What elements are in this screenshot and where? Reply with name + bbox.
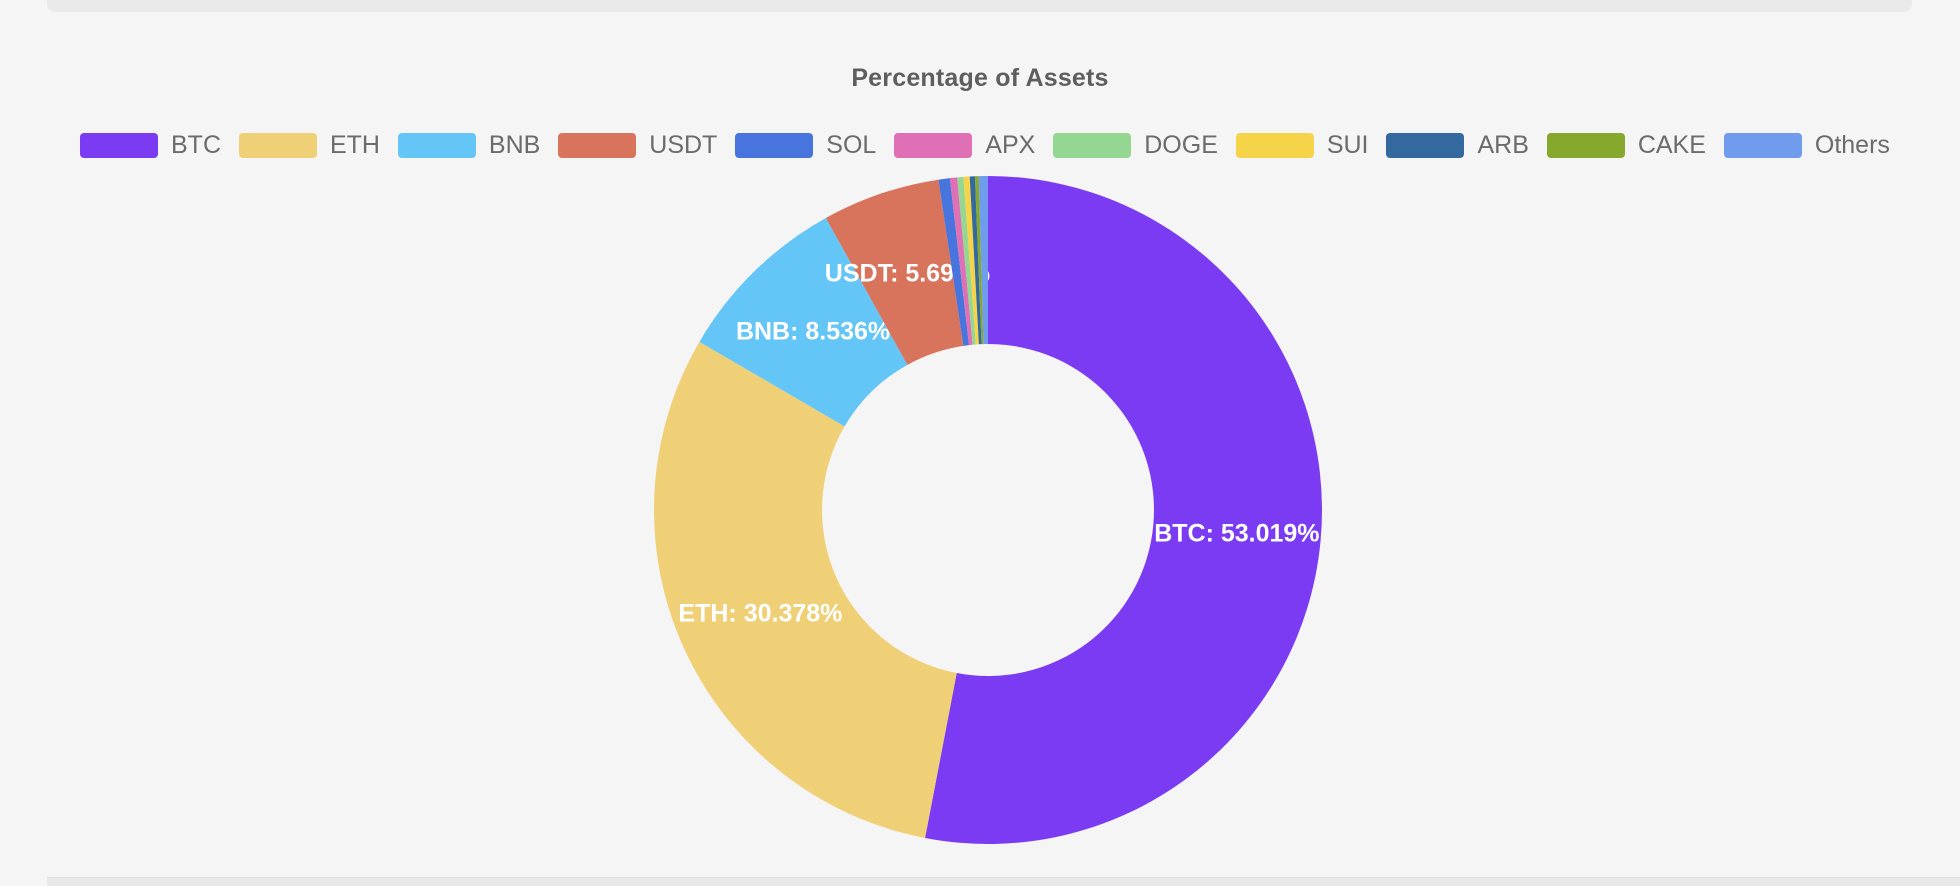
legend-swatch-arb	[1386, 133, 1465, 158]
legend-item-arb[interactable]: ARB	[1386, 131, 1529, 159]
legend-label-apx: APX	[985, 131, 1036, 159]
top-edge-strip	[47, 0, 1912, 12]
pie-slice-doge[interactable]	[957, 176, 976, 345]
legend-item-bnb[interactable]: BNB	[397, 131, 541, 159]
legend-item-doge[interactable]: DOGE	[1053, 133, 1218, 158]
legend-label-sui: SUI	[1326, 131, 1369, 159]
chart-legend: BTC ETH BNB USDT SOL APX DOGE SUI ARB CAKE Others	[80, 133, 1890, 158]
legend-item-sol[interactable]: SOL	[735, 133, 876, 158]
legend-label-others: Others	[1814, 131, 1890, 159]
legend-item-apx[interactable]: APX	[894, 133, 1035, 158]
legend-item-others[interactable]: Others	[1723, 131, 1890, 159]
legend-swatch-others	[1723, 133, 1802, 158]
legend-label-doge: DOGE	[1144, 131, 1218, 159]
legend-swatch-doge	[1053, 133, 1132, 158]
legend-swatch-sol	[735, 133, 814, 158]
legend-label-arb: ARB	[1477, 131, 1529, 159]
pie-slice-apx[interactable]	[949, 177, 973, 346]
pie-slice-usdt[interactable]	[825, 179, 964, 365]
legend-swatch-bnb	[397, 133, 476, 158]
legend-item-usdt[interactable]: USDT	[558, 133, 717, 158]
pie-slice-others[interactable]	[978, 176, 988, 345]
legend-label-cake: CAKE	[1637, 131, 1706, 159]
legend-label-btc: BTC	[171, 131, 221, 159]
chart-title: Percentage of Assets	[851, 64, 1109, 92]
pie-slice-bnb[interactable]	[699, 217, 908, 427]
legend-swatch-btc	[80, 133, 158, 158]
pie-slice-eth[interactable]	[653, 341, 957, 839]
legend-label-bnb: BNB	[488, 131, 541, 159]
legend-label-eth: ETH	[329, 131, 380, 159]
pie-slice-sui[interactable]	[963, 176, 979, 345]
pie-slice-btc[interactable]	[925, 176, 1322, 844]
pie-slice-arb[interactable]	[969, 176, 982, 345]
bottom-edge-strip	[47, 877, 1960, 886]
legend-label-sol: SOL	[826, 131, 877, 159]
legend-item-sui[interactable]: SUI	[1235, 131, 1369, 159]
legend-item-cake[interactable]: CAKE	[1546, 131, 1706, 159]
legend-swatch-cake	[1546, 133, 1625, 158]
legend-swatch-sui	[1235, 133, 1314, 158]
pie-slice-sol[interactable]	[938, 178, 970, 346]
legend-item-eth[interactable]: ETH	[238, 131, 380, 159]
pie-slice-cake[interactable]	[974, 176, 984, 345]
legend-swatch-usdt	[558, 133, 637, 158]
legend-swatch-apx	[894, 133, 973, 158]
legend-swatch-eth	[238, 133, 317, 158]
legend-label-usdt: USDT	[649, 131, 718, 159]
legend-item-btc[interactable]: BTC	[80, 133, 221, 158]
